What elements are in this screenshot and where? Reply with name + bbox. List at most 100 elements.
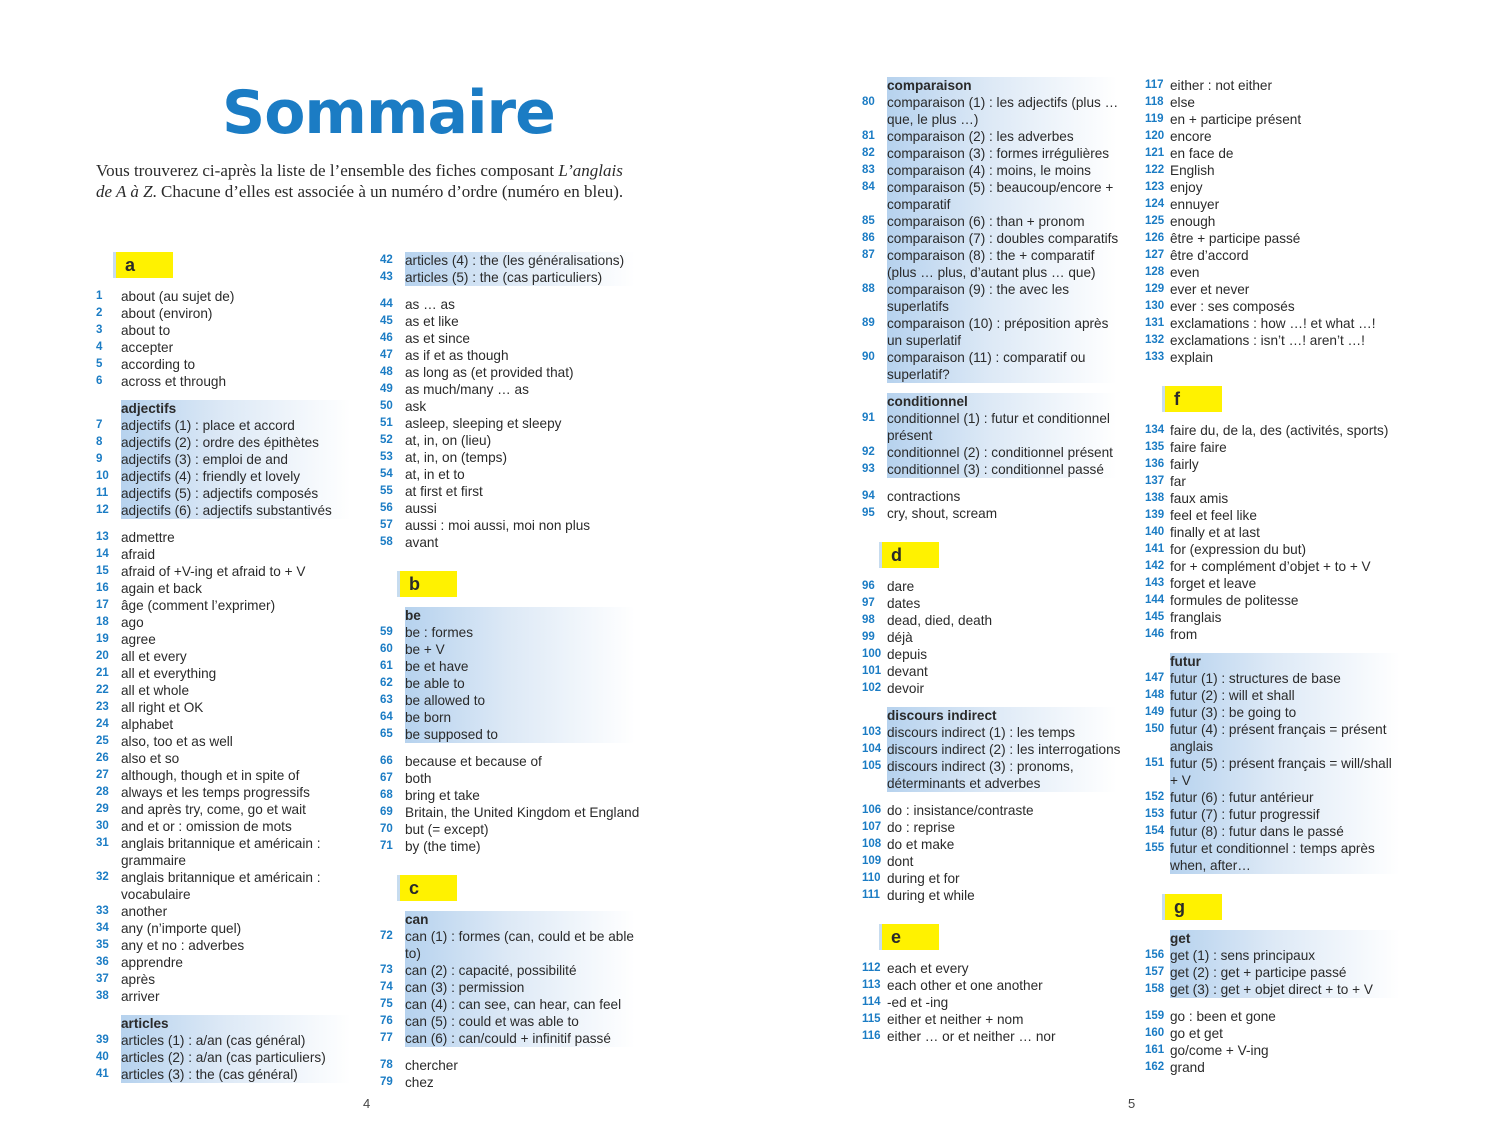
entry: 117 either : not either [1145,77,1395,94]
entry-text: articles (5) : the (cas particuliers) [405,270,603,285]
entry-number: 105 [862,760,882,772]
entry-text: even [1170,265,1200,280]
entry-list: 106 do : insistance/contraste 107 do : repr… [862,802,1122,904]
entry-text: about (au sujet de) [121,289,235,304]
entry-number: 25 [96,735,109,747]
entry-number: 64 [380,711,393,723]
entry-number: 66 [380,755,393,767]
entry-number: 1 [96,290,103,302]
entry: 93 conditionnel (3) : conditionnel passé [862,461,1122,478]
entry-text: franglais [1170,610,1222,625]
entry-text: en + participe présent [1170,112,1302,127]
entry-number: 147 [1145,672,1165,684]
entry: 48 as long as (et provided that) [380,364,645,381]
entry-text: cry, shout, scream [887,506,998,521]
topic-group: comparaison 80 comparaison (1) : les adjec… [862,77,1122,383]
entry: 136 fairly [1145,456,1395,473]
entry: 110 during et for [862,870,1122,887]
entry-text: futur (2) : will et shall [1170,688,1295,703]
entry-text: can (6) : can/could + infinitif passé [405,1031,611,1046]
entry: 54 at, in et to [380,466,645,483]
entry-number: 78 [380,1059,393,1071]
entry-text: futur (1) : structures de base [1170,671,1341,686]
entry-text: futur et conditionnel : temps après when… [1170,841,1375,873]
entry-list: 117 either : not either 118 else 119 en + par… [1145,77,1395,366]
entry-number: 36 [96,956,109,968]
entry-number: 31 [96,837,109,849]
entry: 82 comparaison (3) : formes irrégulières [862,145,1122,162]
entry: 22 all et whole [96,682,336,699]
entry-number: 124 [1145,198,1165,210]
entry-number: 42 [380,254,393,266]
entry-text: another [121,904,168,919]
entry: 59 be : formes [380,624,645,641]
entry-text: each other et one another [887,978,1043,993]
entry: 87 comparaison (8) : the + comparatif (pl… [862,247,1122,281]
entry-number: 136 [1145,458,1165,470]
entry-text: admettre [121,530,175,545]
entry: 108 do et make [862,836,1122,853]
entry-text: en face de [1170,146,1234,161]
entry-text: comparaison (6) : than + pronom [887,214,1085,229]
entry: 1 about (au sujet de) [96,288,336,305]
entry-number: 6 [96,375,103,387]
entry: 47 as if et as though [380,347,645,364]
entry: 25 also, too et as well [96,733,336,750]
entry: 124 ennuyer [1145,196,1395,213]
entry-number: 28 [96,786,109,798]
entry-number: 46 [380,332,393,344]
entry-number: 99 [862,631,875,643]
entry-text: either … or et neither … nor [887,1029,1056,1044]
group-heading: articles [121,1016,169,1031]
entry-number: 59 [380,626,393,638]
entry-number: 21 [96,667,109,679]
entry-text: fairly [1170,457,1199,472]
entry: 101 devant [862,663,1122,680]
entry: 41 articles (3) : the (cas général) [96,1066,336,1083]
entry-text: according to [121,357,196,372]
entry-text: at, in et to [405,467,465,482]
entry-number: 131 [1145,317,1165,329]
entry: 9 adjectifs (3) : emploi de and [96,451,336,468]
entry-text: go et get [1170,1026,1223,1041]
entry-text: as if et as though [405,348,509,363]
entry: 21 all et everything [96,665,336,682]
entry-number: 114 [862,996,881,1008]
topic-group: discours indirect 103 discours indirect (1… [862,707,1122,792]
entry: 6 across et through [96,373,336,390]
entry-number: 140 [1145,526,1165,538]
entry: 113 each other et one another [862,977,1122,994]
entry-number: 159 [1145,1010,1165,1022]
entry-number: 81 [862,130,875,142]
entry-number: 24 [96,718,109,730]
entry: 88 comparaison (9) : the avec les superla… [862,281,1122,315]
entry: 105 discours indirect (3) : pronoms, déte… [862,758,1122,792]
entry-number: 16 [96,582,109,594]
entry-text: as long as (et provided that) [405,365,574,380]
entry: 32 anglais britannique et américain : voc… [96,869,336,903]
entry-text: also, too et as well [121,734,233,749]
entry-number: 149 [1145,706,1165,718]
entry-text: encore [1170,129,1212,144]
entry-number: 145 [1145,611,1165,623]
entry-text: adjectifs (2) : ordre des épithètes [121,435,319,450]
entry: 73 can (2) : capacité, possibilité [380,962,645,979]
entry-text: exclamations : how …! et what …! [1170,316,1376,331]
entry-text: futur (7) : futur progressif [1170,807,1320,822]
entry-number: 84 [862,181,875,193]
entry-number: 109 [862,855,882,867]
entry: 81 comparaison (2) : les adverbes [862,128,1122,145]
entry-text: devoir [887,681,925,696]
entry-number: 110 [862,872,881,884]
entry-text: comparaison (2) : les adverbes [887,129,1074,144]
entry-text: futur (5) : présent français = will/shal… [1170,756,1392,788]
entry: 153 futur (7) : futur progressif [1145,806,1395,823]
entry-text: futur (6) : futur antérieur [1170,790,1314,805]
entry-number: 35 [96,939,109,951]
entry-number: 5 [96,358,103,370]
entry-text: all et whole [121,683,190,698]
entry-text: as et since [405,331,470,346]
entry: 78 chercher [380,1057,645,1074]
entry-text: as much/many … as [405,382,529,397]
